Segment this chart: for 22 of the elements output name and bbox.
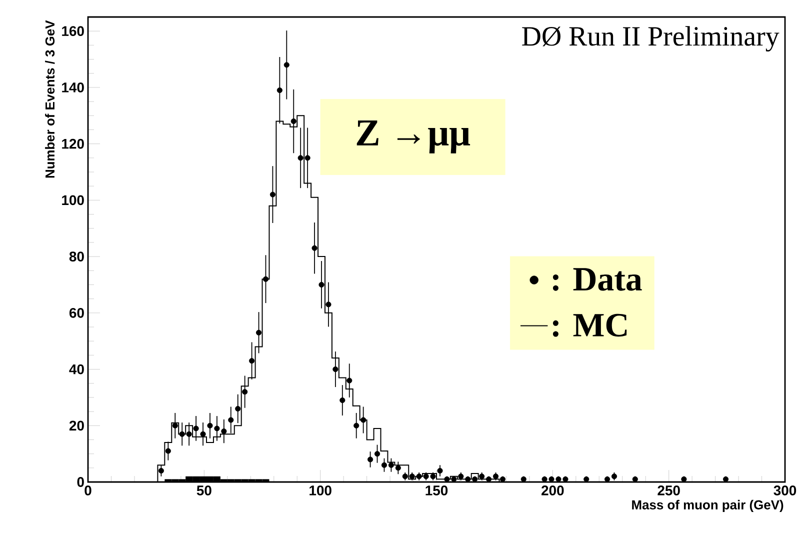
y-tick-label: 120: [62, 138, 84, 149]
y-tick-label: 80: [69, 252, 84, 262]
x-tick-label: 50: [196, 486, 212, 496]
x-tick-label: 100: [310, 486, 332, 496]
x-tick-label: 300: [774, 486, 796, 496]
y-tick-label: 100: [62, 195, 84, 206]
legend-label: : Data: [552, 268, 642, 291]
y-tick-label: 20: [69, 420, 84, 431]
x-tick-label: 250: [658, 486, 680, 496]
x-tick-label: 0: [84, 486, 92, 496]
annotation: Z →μμ: [356, 120, 470, 154]
x-tick-label: 200: [542, 486, 564, 496]
x-axis-title: Mass of muon pair (GeV): [632, 500, 784, 512]
y-axis-title: Number of Events / 3 GeV: [45, 20, 55, 178]
y-tick-label: 0: [77, 477, 84, 487]
y-tick-label: 140: [62, 82, 84, 92]
x-tick-label: 150: [426, 486, 448, 496]
legend-label: : MC: [552, 314, 627, 337]
y-tick-label: 160: [62, 26, 84, 36]
y-tick-label: 60: [69, 308, 84, 318]
y-tick-label: 40: [69, 364, 84, 374]
annotation: DØ Run II Preliminary: [522, 26, 780, 52]
